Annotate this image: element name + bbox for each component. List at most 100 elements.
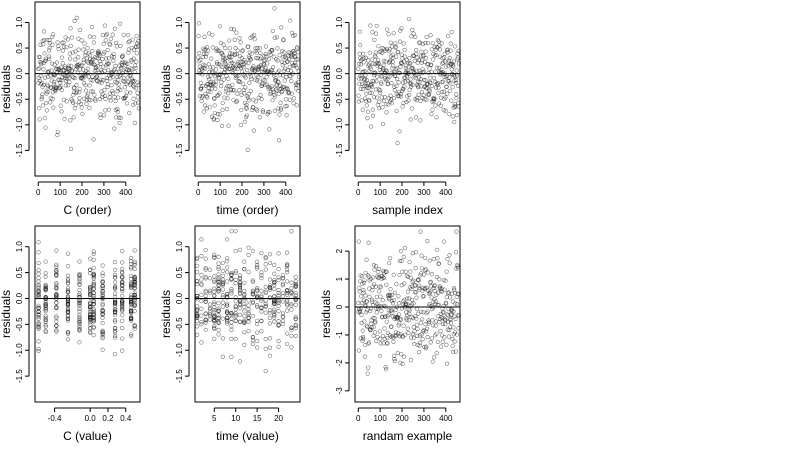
data-point bbox=[243, 85, 248, 90]
data-point bbox=[364, 91, 369, 96]
data-point bbox=[431, 355, 437, 360]
data-point bbox=[216, 289, 221, 294]
data-point bbox=[77, 273, 82, 278]
data-point bbox=[77, 282, 82, 287]
data-point bbox=[212, 299, 217, 305]
data-point bbox=[216, 280, 221, 285]
data-point bbox=[434, 115, 439, 120]
y-axis-label: residuals bbox=[159, 65, 173, 113]
data-point bbox=[280, 290, 285, 296]
data-point bbox=[287, 64, 292, 70]
data-point bbox=[398, 316, 403, 321]
data-point bbox=[241, 72, 246, 77]
data-point bbox=[432, 283, 438, 288]
data-point bbox=[125, 61, 130, 66]
data-point bbox=[111, 52, 116, 57]
data-point bbox=[220, 300, 225, 305]
data-point bbox=[272, 301, 277, 306]
data-point bbox=[38, 42, 43, 47]
data-point bbox=[132, 322, 137, 328]
data-point bbox=[225, 256, 230, 261]
data-point bbox=[359, 274, 365, 279]
y-tick-label: -1.0 bbox=[15, 343, 24, 357]
data-point bbox=[368, 124, 374, 129]
x-tick-label: 0 bbox=[196, 188, 201, 197]
data-point bbox=[233, 270, 238, 275]
data-point bbox=[289, 301, 294, 307]
data-point bbox=[293, 302, 298, 307]
y-tick-label: 0 bbox=[335, 304, 344, 309]
data-point bbox=[389, 298, 395, 304]
data-point bbox=[120, 318, 125, 323]
y-axis-label: residuals bbox=[0, 65, 13, 113]
data-point bbox=[270, 28, 276, 34]
data-point bbox=[54, 262, 59, 267]
data-point bbox=[367, 90, 373, 95]
data-point bbox=[373, 54, 378, 59]
data-point bbox=[391, 339, 396, 344]
data-point bbox=[242, 119, 247, 124]
data-point bbox=[267, 321, 273, 326]
data-point bbox=[274, 57, 279, 62]
data-point bbox=[91, 34, 97, 40]
data-point bbox=[111, 58, 116, 63]
data-point bbox=[359, 300, 364, 305]
data-point bbox=[50, 32, 56, 37]
data-point bbox=[289, 325, 294, 330]
data-point bbox=[212, 110, 217, 116]
data-point bbox=[448, 48, 453, 53]
data-point bbox=[42, 116, 47, 121]
data-point bbox=[36, 284, 41, 289]
data-point bbox=[399, 283, 404, 288]
data-point bbox=[285, 341, 290, 347]
data-point bbox=[237, 299, 243, 304]
data-point bbox=[410, 66, 416, 71]
data-point bbox=[392, 353, 397, 358]
data-point bbox=[282, 50, 287, 55]
data-point bbox=[225, 96, 230, 101]
data-point bbox=[43, 324, 48, 329]
data-point bbox=[409, 297, 415, 303]
data-point bbox=[36, 276, 41, 281]
data-point bbox=[435, 247, 440, 252]
data-point bbox=[120, 266, 125, 272]
data-point bbox=[414, 68, 419, 73]
data-point bbox=[68, 26, 73, 31]
data-point bbox=[267, 336, 273, 341]
data-point bbox=[392, 84, 397, 89]
y-tick-label: 0.0 bbox=[175, 292, 184, 304]
data-point bbox=[433, 103, 438, 108]
data-point bbox=[279, 25, 284, 30]
data-point bbox=[54, 60, 59, 65]
data-point bbox=[384, 341, 390, 346]
data-point bbox=[100, 271, 105, 276]
data-point bbox=[368, 64, 373, 69]
data-point bbox=[100, 303, 105, 308]
data-point bbox=[263, 255, 268, 260]
data-point bbox=[282, 78, 287, 83]
data-point bbox=[241, 81, 246, 86]
data-point bbox=[245, 147, 250, 152]
data-point bbox=[362, 77, 367, 82]
data-point bbox=[43, 58, 48, 63]
data-point bbox=[447, 253, 452, 258]
data-point bbox=[440, 339, 445, 344]
data-point bbox=[259, 273, 264, 278]
data-point bbox=[112, 317, 118, 323]
data-point bbox=[203, 320, 208, 325]
data-point bbox=[394, 281, 399, 287]
data-point bbox=[217, 24, 223, 29]
data-point bbox=[285, 299, 290, 304]
data-point bbox=[403, 79, 408, 84]
data-point bbox=[70, 50, 75, 55]
points-group bbox=[196, 6, 302, 152]
data-point bbox=[419, 49, 424, 54]
data-point bbox=[100, 263, 105, 268]
data-point bbox=[259, 329, 264, 334]
data-point bbox=[415, 326, 420, 331]
data-point bbox=[380, 121, 386, 127]
data-point bbox=[289, 78, 294, 84]
data-point bbox=[436, 261, 441, 267]
data-point bbox=[267, 260, 273, 266]
data-point bbox=[289, 290, 294, 296]
